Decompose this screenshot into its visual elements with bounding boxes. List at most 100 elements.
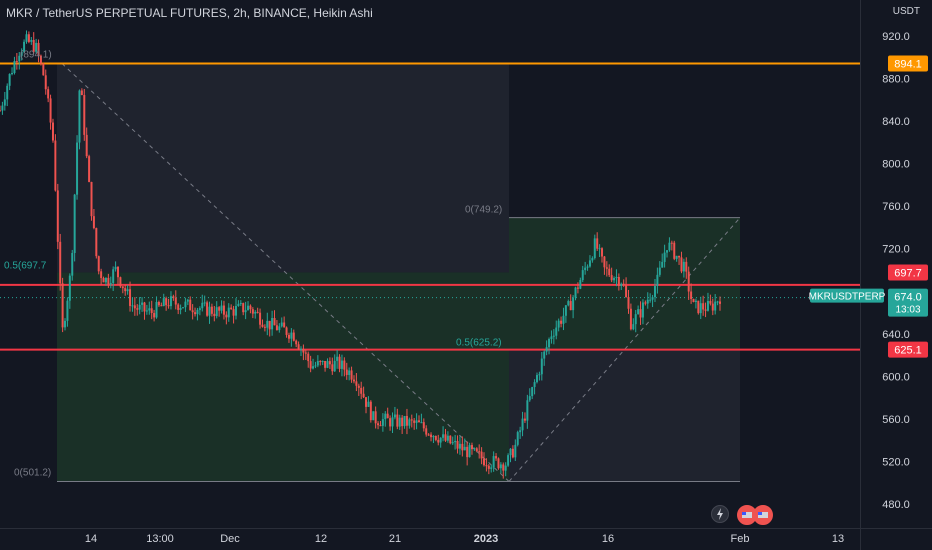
x-tick-label: 13:00 (146, 533, 174, 545)
candle-body (129, 289, 132, 306)
candle-body (381, 419, 384, 426)
candle-body (247, 305, 250, 311)
candle-body (201, 302, 204, 309)
candle-body (653, 285, 656, 298)
candle-body (478, 451, 481, 453)
price-tag (888, 264, 928, 281)
candle-body (401, 417, 404, 427)
candle-body (670, 242, 673, 244)
candle-body (490, 467, 493, 469)
candle-body (174, 297, 177, 305)
candle-body (709, 300, 712, 304)
fib-zone-right-bottom (509, 349, 740, 482)
candle-body (316, 361, 319, 366)
y-tick-label: 600.0 (882, 371, 910, 383)
candle-body (449, 435, 452, 444)
candle-body (598, 248, 601, 250)
candle-body (182, 307, 185, 309)
candle-body (497, 458, 500, 469)
candle-body (480, 451, 483, 459)
candle-body (454, 441, 457, 443)
candle-body (521, 418, 524, 431)
x-tick-label: 14 (85, 533, 97, 545)
candle-body (528, 396, 531, 401)
candle-body (658, 267, 661, 275)
candle-body (495, 456, 498, 459)
candle-body (593, 238, 596, 259)
candle-body (97, 256, 100, 272)
x-tick-label: Dec (220, 533, 240, 545)
candle-body (131, 305, 134, 307)
candle-body (451, 442, 454, 444)
candle-body (309, 361, 312, 369)
candle-body (550, 336, 553, 340)
candle-body (220, 305, 223, 311)
candle-body (189, 299, 192, 311)
countdown-text: 13:03 (895, 305, 920, 316)
candle-body (112, 269, 115, 284)
candle-body (275, 325, 278, 331)
candle-body (531, 387, 534, 397)
candle-body (32, 39, 35, 52)
candle-body (227, 307, 230, 318)
candle-body (278, 326, 281, 331)
candle-body (251, 309, 254, 314)
y-tick-label: 480.0 (882, 499, 910, 511)
candle-body (273, 317, 276, 326)
candle-body (18, 55, 21, 62)
time-axis: 14 13:00 Dec 12 21 2023 16 Feb 13 (85, 533, 844, 545)
candle-body (160, 305, 163, 307)
candle-body (172, 296, 175, 298)
candle-body (617, 276, 620, 286)
candle-body (511, 448, 514, 458)
candle-body (338, 356, 341, 369)
candle-body (591, 258, 594, 261)
candle-body (328, 361, 331, 365)
symbol-label-bg (810, 288, 884, 303)
lightning-icon[interactable] (711, 505, 729, 523)
candle-body (483, 458, 486, 466)
candle-body (576, 287, 579, 289)
candle-body (239, 303, 242, 305)
candle-body (39, 55, 42, 64)
candle-body (584, 267, 587, 271)
candle-body (690, 291, 693, 299)
candle-body (153, 313, 156, 318)
candle-body (586, 266, 589, 268)
candle-body (569, 301, 572, 311)
candle-body (432, 436, 435, 438)
candle-body (210, 306, 213, 314)
candle-body (629, 308, 632, 330)
candle-body (321, 360, 324, 362)
candle-body (377, 423, 380, 426)
candle-body (292, 332, 295, 341)
candle-body (439, 437, 442, 443)
candle-body (666, 250, 669, 253)
candle-body (673, 242, 676, 259)
candle-body (374, 411, 377, 424)
candle-body (560, 320, 563, 324)
candle-body (23, 41, 26, 52)
candle-body (417, 420, 420, 423)
candle-body (430, 434, 433, 438)
candle-body (391, 417, 394, 427)
candle-body (692, 298, 695, 303)
candle-body (121, 286, 124, 289)
candle-body (699, 303, 702, 314)
y-tick-label: 560.0 (882, 414, 910, 426)
candle-body (516, 432, 519, 445)
candle-body (116, 266, 119, 278)
trend-dash-right (508, 217, 741, 482)
candle-body (263, 326, 266, 328)
candle-body (20, 51, 23, 56)
candle-body (507, 455, 510, 466)
candle-body (71, 253, 74, 276)
candle-body (76, 142, 79, 195)
flag-icon-1[interactable] (737, 505, 757, 525)
candle-body (716, 301, 719, 303)
candle-body (572, 297, 575, 311)
candle-body (59, 241, 62, 284)
candle-body (470, 445, 473, 450)
flag-icon-2[interactable] (753, 505, 773, 525)
